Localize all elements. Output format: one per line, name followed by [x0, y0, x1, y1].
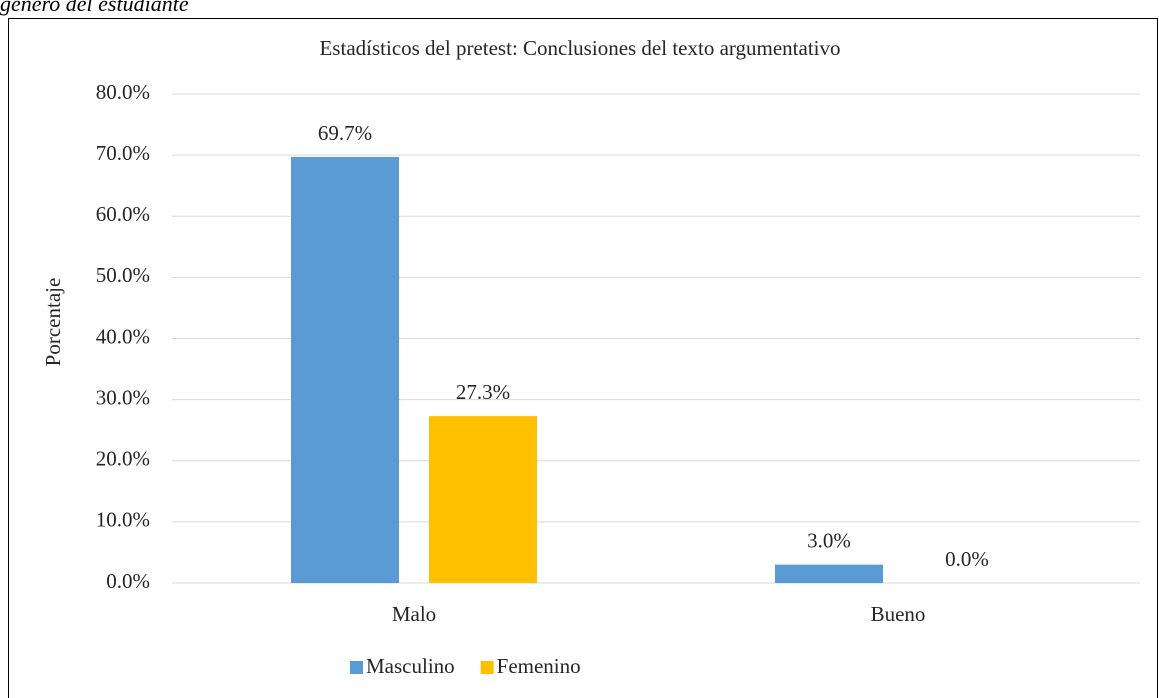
bar: [291, 156, 399, 584]
caption: género del estudiante: [0, 0, 189, 16]
x-tick-label: Bueno: [871, 602, 926, 626]
y-tick-label: 80.0%: [96, 80, 150, 104]
bar: [429, 416, 537, 583]
y-tick-label: 10.0%: [96, 508, 150, 532]
y-tick-label: 60.0%: [96, 202, 150, 226]
legend-label: Masculino: [366, 654, 455, 678]
x-tick-label: Malo: [392, 602, 436, 626]
y-tick-label: 50.0%: [96, 263, 150, 287]
data-label: 0.0%: [945, 547, 989, 571]
y-tick-label: 70.0%: [96, 141, 150, 165]
legend-label: Femenino: [497, 654, 581, 678]
chart-title: Estadísticos del pretest: Conclusiones d…: [319, 36, 840, 60]
data-label: 27.3%: [456, 380, 510, 404]
y-axis-label: Porcentaje: [41, 278, 65, 367]
legend-swatch: [350, 661, 363, 674]
bar: [775, 564, 883, 583]
data-label: 69.7%: [318, 121, 372, 145]
y-tick-label: 30.0%: [96, 385, 150, 409]
y-tick-label: 40.0%: [96, 324, 150, 348]
chart-border: [8, 18, 1158, 698]
y-tick-label: 0.0%: [106, 569, 150, 593]
y-tick-label: 20.0%: [96, 447, 150, 471]
legend-swatch: [480, 661, 494, 674]
data-label: 3.0%: [807, 528, 851, 552]
